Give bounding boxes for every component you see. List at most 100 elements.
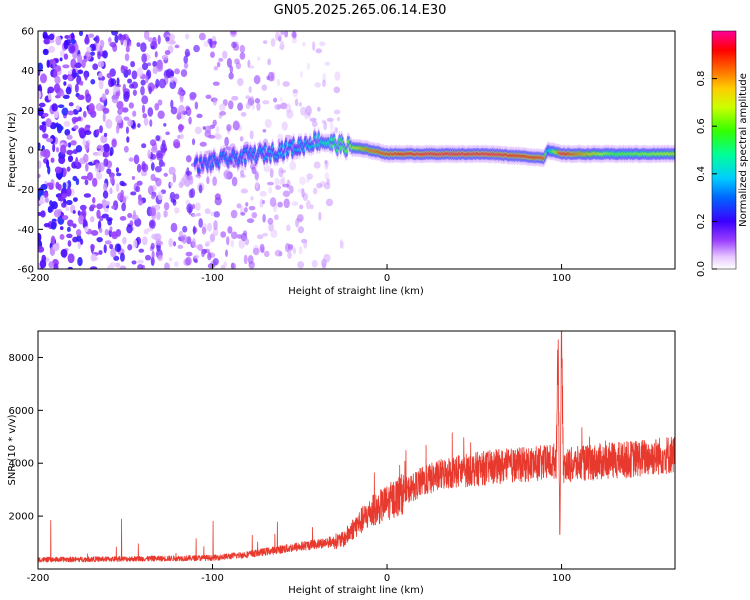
spectrogram-speckle	[183, 62, 189, 69]
spectrogram-speckle	[151, 36, 157, 47]
spectrogram-speckle	[126, 136, 130, 143]
y-tick-label: 0	[28, 146, 34, 157]
spectrogram-speckle	[115, 124, 120, 134]
spectrogram-speckle	[89, 266, 98, 269]
spectrogram-speckle	[84, 36, 90, 45]
spectrogram-speckle	[248, 205, 256, 211]
spectrogram-speckle	[144, 254, 152, 261]
spectrogram-speckle	[302, 192, 308, 202]
spectrogram-speckle	[169, 182, 174, 187]
spectrogram-speckle	[204, 208, 211, 215]
spectrogram-speckle	[177, 111, 181, 116]
spectrogram-speckle	[297, 188, 304, 194]
spectrogram-speckle	[297, 261, 305, 269]
spectrogram-speckle	[77, 256, 83, 267]
spectrogram-speckle	[141, 143, 147, 149]
spectrogram-speckle	[89, 216, 95, 223]
spectrogram-speckle	[184, 48, 190, 58]
spectrogram-speckle	[130, 191, 137, 196]
spectrogram-speckle	[115, 167, 120, 173]
spectrogram-speckle	[280, 102, 288, 110]
spectrogram-speckle	[267, 58, 271, 66]
spectrogram-speckle	[141, 53, 148, 64]
spectrogram-speckle	[51, 103, 58, 112]
spectrogram-speckle	[116, 100, 124, 110]
spectrogram-speckle	[61, 193, 68, 199]
spectrogram-speckle	[60, 248, 68, 258]
spectrogram-signal-mark	[262, 157, 266, 161]
spectrogram-speckle	[276, 31, 282, 38]
spectrogram-speckle	[294, 98, 299, 107]
spectrogram-speckle	[178, 230, 184, 238]
spectrogram-speckle	[256, 234, 264, 240]
spectrogram-speckle	[122, 236, 127, 245]
spectrogram-speckle	[299, 204, 304, 210]
spectrogram-speckle	[104, 228, 110, 236]
spectrogram-speckle	[71, 68, 77, 79]
spectrogram-speckle	[239, 52, 246, 60]
spectrogram-speckle	[110, 247, 117, 258]
spectrogram-speckle	[185, 33, 190, 40]
spectrogram-speckle	[185, 107, 192, 117]
spectrogram-speckle	[173, 141, 181, 149]
spectrogram-speckle	[103, 200, 111, 206]
spectrogram-speckle	[59, 226, 64, 231]
spectrogram-speckle	[54, 76, 61, 85]
spectrogram-speckle	[95, 103, 103, 112]
spectrogram-speckle	[248, 65, 255, 69]
spectrogram-speckle	[140, 79, 146, 86]
spectrogram-speckle	[131, 260, 137, 265]
spectrogram-speckle	[172, 199, 177, 206]
spectrogram-speckle	[65, 86, 72, 95]
spectrogram-speckle	[253, 75, 261, 85]
spectrogram-speckle	[45, 137, 54, 143]
spectrogram-speckle	[201, 226, 207, 235]
spectrogram-speckle	[110, 41, 117, 48]
spectrogram-speckle	[323, 253, 331, 263]
spectrogram-speckle	[152, 66, 159, 75]
spectrogram-speckle	[63, 120, 71, 127]
spectrogram-speckle	[299, 70, 303, 78]
spectrogram-speckle	[120, 189, 124, 199]
spectrogram-speckle	[72, 210, 76, 214]
spectrogram-noise-layer	[38, 31, 345, 269]
spectrogram-speckle	[88, 103, 95, 113]
spectrogram-speckle	[104, 240, 112, 245]
colorbar: 0.0 0.2 0.4 0.6 0.8 Normalized spectral ampl…	[696, 30, 749, 277]
spectrogram-speckle	[277, 201, 283, 208]
spectrogram-speckle	[231, 262, 237, 269]
spectrogram-speckle	[111, 231, 119, 240]
spectrogram-speckle	[87, 33, 95, 38]
spectrogram-speckle	[279, 178, 285, 186]
spectrogram-speckle	[194, 126, 202, 135]
spectrogram-speckle	[155, 205, 159, 212]
spectrogram-speckle	[75, 145, 83, 153]
spectrogram-speckle	[333, 109, 341, 115]
spectrogram-speckle	[57, 125, 64, 131]
spectrogram-speckle	[322, 262, 326, 269]
spectrogram-speckle	[177, 134, 181, 139]
spectrogram-speckle	[165, 131, 170, 136]
spectrogram-speckle	[311, 120, 318, 128]
spectrogram-speckle	[52, 59, 56, 68]
spectrogram-speckle	[242, 230, 248, 237]
spectrogram-speckle	[72, 197, 78, 202]
spectrogram-speckle	[239, 136, 244, 142]
spectrogram-speckle	[156, 211, 161, 221]
spectrogram-speckle	[123, 116, 130, 121]
spectrogram-speckle	[97, 162, 105, 172]
spectrogram-speckle	[174, 68, 180, 75]
spectrogram-speckle	[99, 125, 103, 134]
spectrogram-speckle	[142, 113, 148, 119]
spectrogram-speckle	[160, 143, 167, 154]
spectrogram-speckle	[54, 65, 62, 72]
spectrogram-speckle	[189, 175, 194, 185]
snr-y-axis-title: SNR (10 * v/v)	[7, 414, 18, 485]
spectrogram-speckle	[336, 116, 340, 122]
spectrogram-speckle	[262, 40, 268, 45]
spectrogram-speckle	[57, 104, 65, 109]
spectrogram-speckle	[48, 45, 56, 53]
spectrogram-speckle	[231, 41, 237, 49]
spectrogram-x-axis-title: Height of straight line (km)	[288, 286, 424, 297]
spectrogram-speckle	[311, 259, 318, 268]
